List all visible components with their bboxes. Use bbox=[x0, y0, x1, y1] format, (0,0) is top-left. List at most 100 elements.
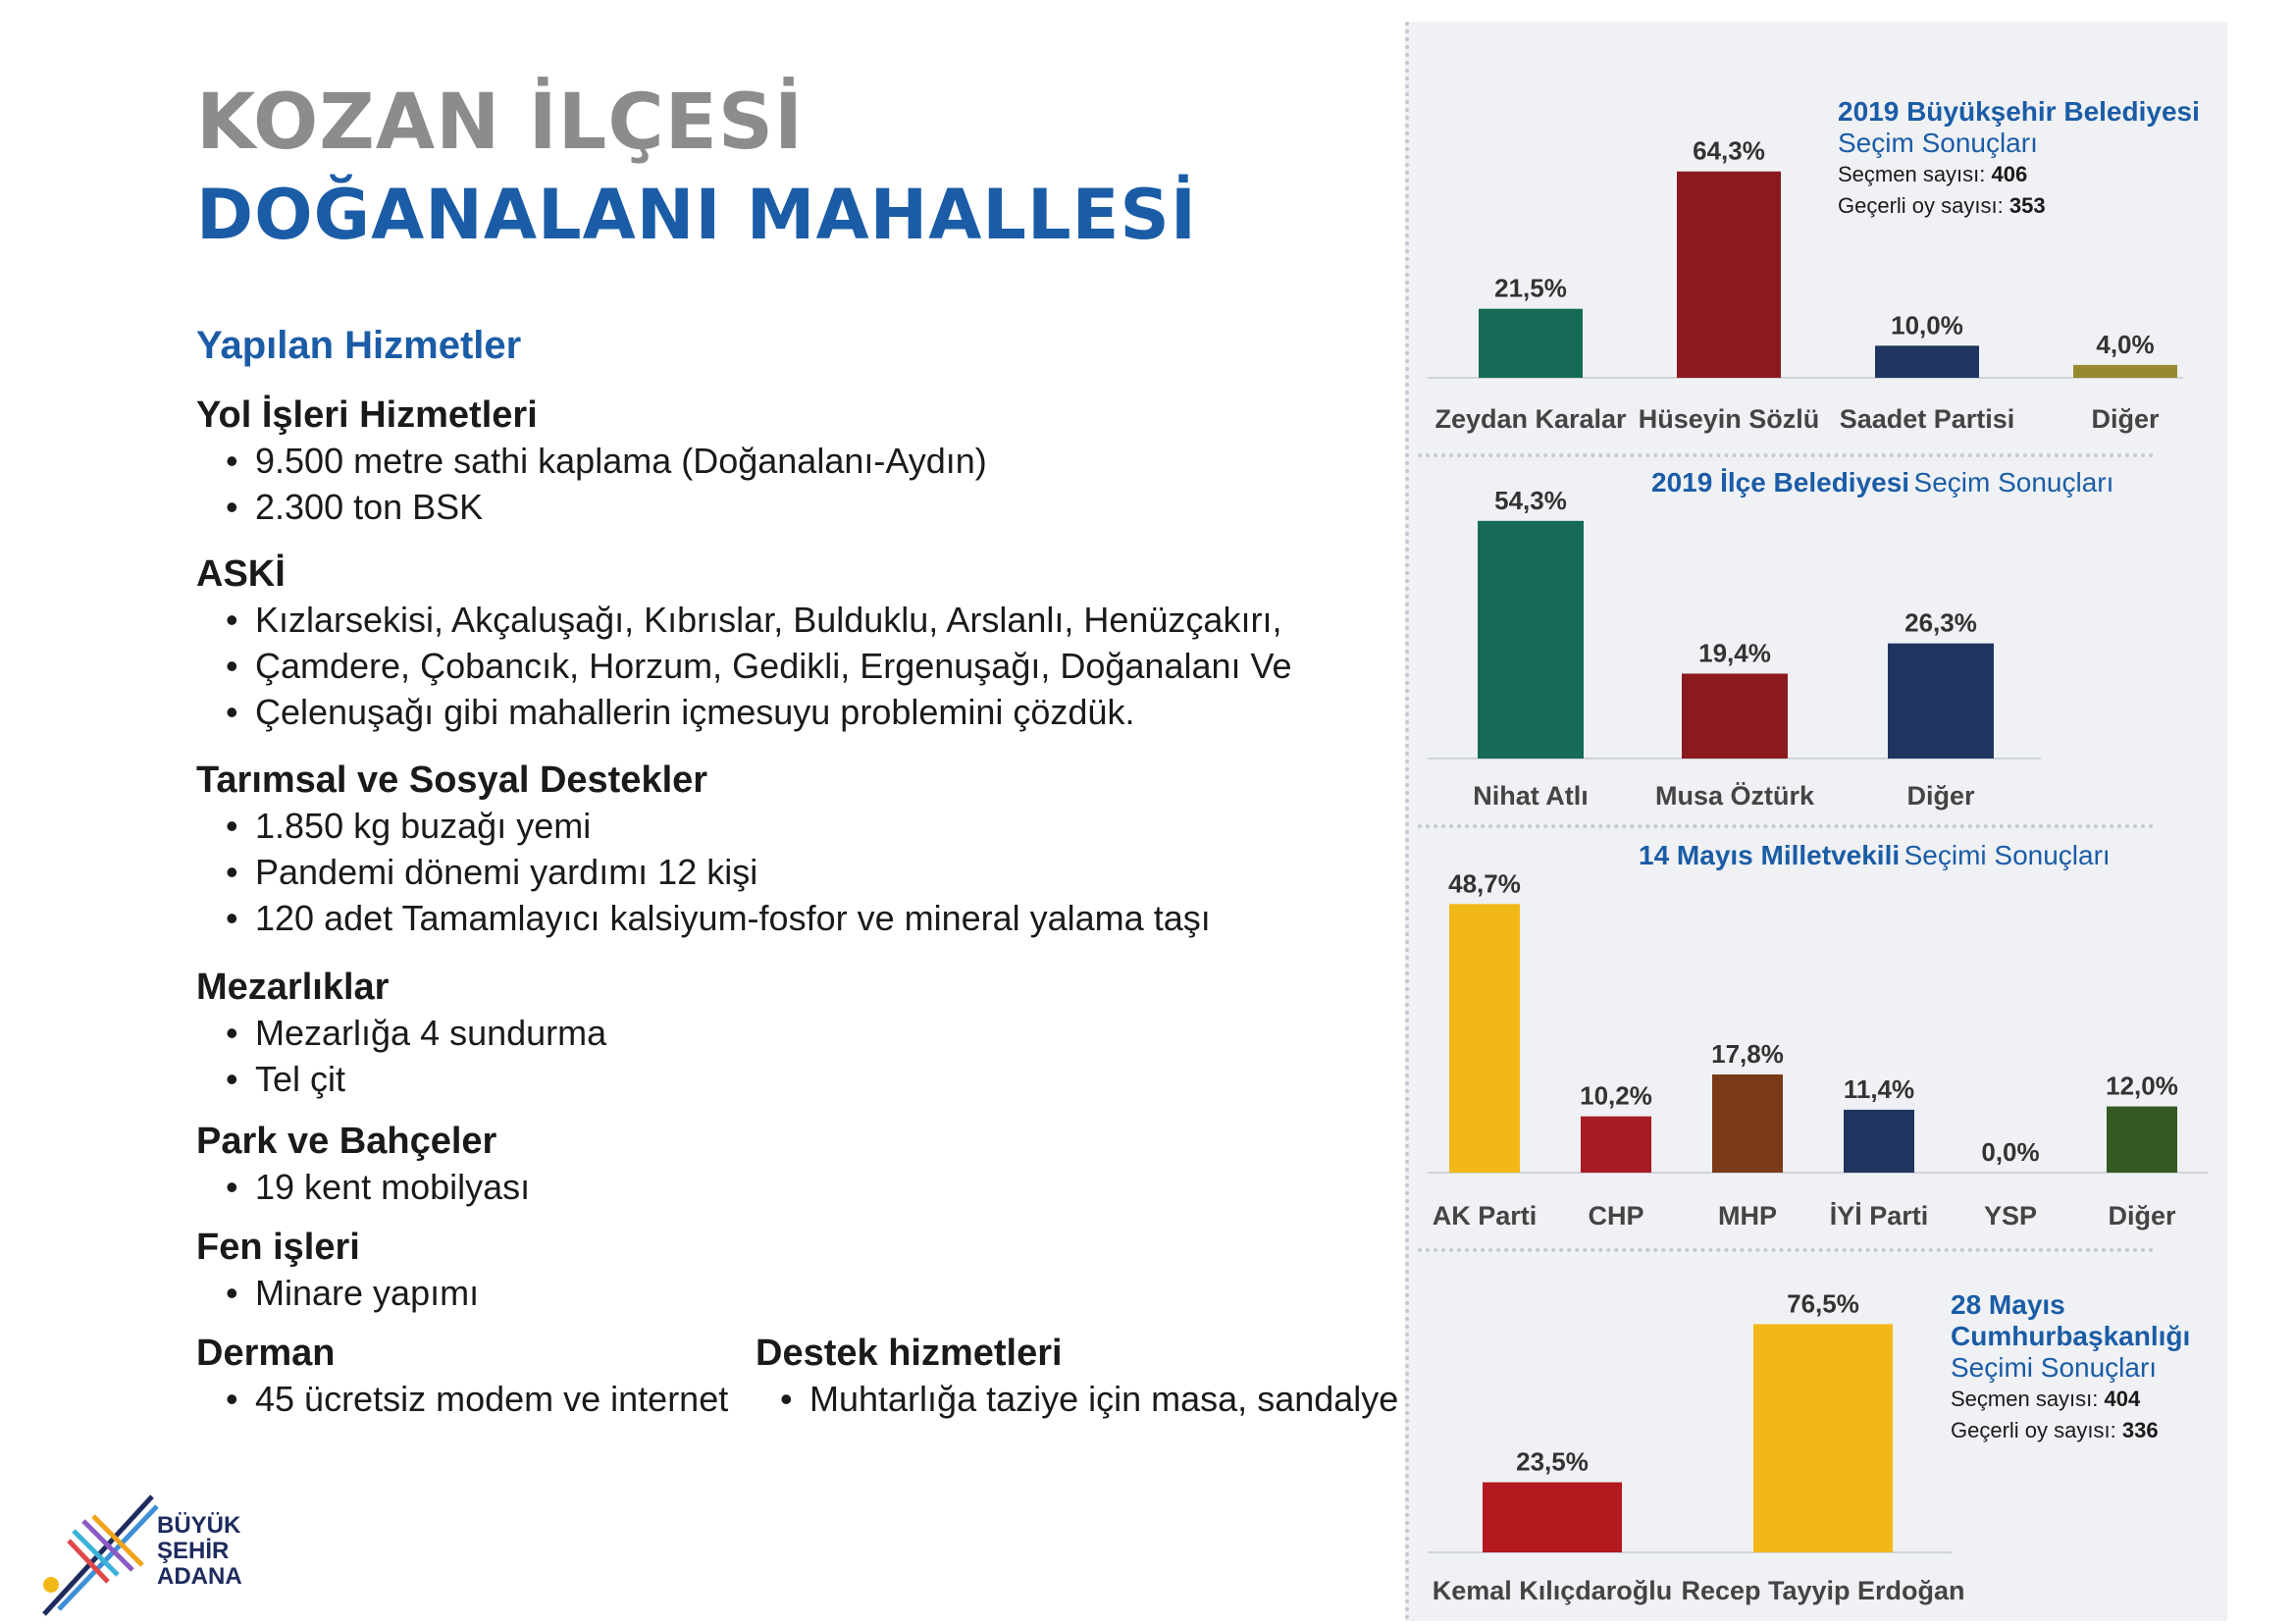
section-title: Destek hizmetleri bbox=[756, 1333, 1063, 1374]
logo-text-line2: ŞEHİR bbox=[157, 1538, 230, 1564]
list-item: 120 adet Tamamlayıcı kalsiyum-fosfor ve … bbox=[226, 895, 1211, 941]
bar bbox=[1483, 1482, 1622, 1552]
section-title: Derman bbox=[196, 1333, 336, 1374]
category-label: Zeydan Karalar bbox=[1434, 404, 1627, 434]
section-title: Mezarlıklar bbox=[196, 967, 390, 1008]
data-label: 23,5% bbox=[1516, 1447, 1589, 1477]
section-derman: Derman 45 ücretsiz modem ve internet bbox=[196, 1331, 728, 1422]
category-label: Musa Öztürk bbox=[1655, 781, 1815, 811]
chart-title: 2019 Büyükşehir Belediyesi bbox=[1838, 96, 2200, 127]
category-label: Saadet Partisi bbox=[1840, 404, 2015, 434]
chart-info-parliament: 14 Mayıs Milletvekili Seçimi Sonuçları bbox=[1639, 840, 2111, 871]
chart-divider bbox=[1418, 1248, 2154, 1252]
chart-subtitle: Seçim Sonuçları bbox=[1838, 128, 2038, 158]
data-label: 54,3% bbox=[1494, 486, 1567, 515]
chart-2019-metropolitan: 21,5% Zeydan Karalar 64,3% Hüseyin Sözlü 10,… bbox=[1428, 136, 2183, 434]
category-label: Diğer bbox=[2091, 404, 2160, 434]
data-label: 64,3% bbox=[1693, 136, 1765, 166]
section-title: Park ve Bahçeler bbox=[196, 1121, 497, 1162]
category-label: CHP bbox=[1588, 1201, 1643, 1231]
data-label: 17,8% bbox=[1711, 1039, 1784, 1069]
bar bbox=[1712, 1074, 1783, 1173]
data-label: 10,2% bbox=[1580, 1081, 1652, 1111]
district-title: KOZAN İLÇESİ bbox=[196, 79, 805, 167]
logo-mark-icon bbox=[42, 1494, 159, 1616]
logo-text-line3: ADANA bbox=[157, 1563, 242, 1590]
category-label: AK Parti bbox=[1433, 1201, 1538, 1231]
data-label: 0,0% bbox=[1981, 1137, 2039, 1167]
valid-votes-stat: Geçerli oy sayısı: 353 bbox=[1838, 193, 2046, 218]
section-title: Yol İşleri Hizmetleri bbox=[196, 394, 538, 436]
chart-divider bbox=[1418, 453, 2154, 457]
voters-stat: Seçmen sayısı: 406 bbox=[1838, 162, 2028, 186]
list-item: Tel çit bbox=[226, 1056, 606, 1102]
category-label: İYİ Parti bbox=[1830, 1201, 1929, 1231]
data-label: 19,4% bbox=[1698, 638, 1771, 667]
data-label: 11,4% bbox=[1844, 1074, 1914, 1104]
chart-title: 28 Mayıs Cumhurbaşkanlığı bbox=[1951, 1289, 2191, 1351]
section-support: Destek hizmetleri Muhtarlığa taziye için… bbox=[756, 1331, 1398, 1422]
chart-subtitle: Seçimi Sonuçları bbox=[1951, 1352, 2158, 1383]
bar bbox=[1888, 643, 1994, 759]
category-label: YSP bbox=[1984, 1201, 2037, 1231]
category-label: Hüseyin Sözlü bbox=[1639, 404, 1820, 434]
list-item: 45 ücretsiz modem ve internet bbox=[226, 1376, 728, 1422]
bar bbox=[1479, 308, 1583, 378]
bar bbox=[1875, 345, 1979, 378]
bar bbox=[1753, 1324, 1893, 1552]
chart-info-metropolitan: 2019 Büyükşehir Belediyesi Seçim Sonuçla… bbox=[1838, 96, 2200, 222]
chart-subtitle: Seçimi Sonuçları bbox=[1904, 840, 2111, 870]
data-label: 76,5% bbox=[1787, 1288, 1859, 1318]
section-title: Fen işleri bbox=[196, 1227, 360, 1268]
bar bbox=[1677, 171, 1781, 378]
list-item: Minare yapımı bbox=[226, 1270, 479, 1316]
bar bbox=[1682, 673, 1788, 759]
section-public-works: Fen işleri Minare yapımı bbox=[196, 1225, 479, 1316]
list-item-continued: Çamdere, Çobancık, Horzum, Gedikli, Erge… bbox=[226, 643, 1292, 689]
data-label: 21,5% bbox=[1494, 274, 1567, 303]
buyuksehir-adana-logo: BÜYÜK ŞEHİR ADANA bbox=[39, 1492, 255, 1619]
bar bbox=[2107, 1106, 2177, 1173]
data-label: 26,3% bbox=[1904, 608, 1977, 638]
list-item: 9.500 metre sathi kaplama (Doğanalanı-Ay… bbox=[226, 438, 987, 484]
category-label: Recep Tayyip Erdoğan bbox=[1681, 1576, 1964, 1605]
services-heading: Yapılan Hizmetler bbox=[196, 324, 522, 367]
bar bbox=[1478, 520, 1584, 759]
bar bbox=[1449, 904, 1520, 1173]
section-cemeteries: Mezarlıklar Mezarlığa 4 sundurma Tel çit bbox=[196, 965, 606, 1102]
voters-stat: Seçmen sayısı: 404 bbox=[1951, 1387, 2141, 1411]
category-label: Diğer bbox=[2108, 1201, 2176, 1231]
category-label: MHP bbox=[1718, 1201, 1777, 1231]
bar bbox=[2073, 364, 2177, 378]
chart-divider bbox=[1418, 824, 2154, 828]
section-road-works: Yol İşleri Hizmetleri 9.500 metre sathi … bbox=[196, 393, 987, 530]
category-label: Kemal Kılıçdaroğlu bbox=[1433, 1576, 1673, 1605]
bar bbox=[1844, 1109, 1914, 1173]
list-item: Pandemi dönemi yardımı 12 kişi bbox=[226, 849, 1211, 895]
list-item: 19 kent mobilyası bbox=[226, 1164, 530, 1210]
section-title: Tarımsal ve Sosyal Destekler bbox=[196, 760, 708, 801]
chart-28-may-presidential: 23,5% Kemal Kılıçdaroğlu 76,5% Recep Tayyip… bbox=[1428, 1288, 1965, 1605]
list-item-continued: Çelenuşağı gibi mahallerin içmesuyu prob… bbox=[226, 689, 1292, 735]
section-agri-social: Tarımsal ve Sosyal Destekler 1.850 kg bu… bbox=[196, 758, 1211, 941]
chart-info-district: 2019 İlçe Belediyesi Seçim Sonuçları bbox=[1651, 467, 2113, 498]
list-item: Kızlarsekisi, Akçaluşağı, Kıbrıslar, Bul… bbox=[226, 597, 1292, 643]
section-aski: ASKİ Kızlarsekisi, Akçaluşağı, Kıbrıslar… bbox=[196, 551, 1292, 735]
list-item: 2.300 ton BSK bbox=[226, 484, 987, 530]
data-label: 4,0% bbox=[2096, 330, 2154, 359]
panel-divider bbox=[1405, 22, 1409, 1621]
list-item: Mezarlığa 4 sundurma bbox=[226, 1010, 606, 1056]
data-label: 12,0% bbox=[2106, 1072, 2178, 1101]
category-label: Diğer bbox=[1906, 781, 1975, 811]
neighborhood-title: DOĞANALANI MAHALLESİ bbox=[196, 175, 1197, 255]
chart-title: 14 Mayıs Milletvekili bbox=[1639, 840, 1901, 870]
chart-info-presidential: 28 Mayıs Cumhurbaşkanlığı Seçimi Sonuçla… bbox=[1951, 1289, 2196, 1446]
bar bbox=[1581, 1116, 1651, 1173]
valid-votes-stat: Geçerli oy sayısı: 336 bbox=[1951, 1418, 2159, 1442]
list-item: Muhtarlığa taziye için masa, sandalye bbox=[780, 1376, 1398, 1422]
section-title: ASKİ bbox=[196, 553, 286, 595]
chart-14-may-parliament: 48,7% AK Parti 10,2% CHP 17,8% MHP 11,4% İYİ Pa… bbox=[1428, 868, 2208, 1231]
chart-2019-district: 54,3% Nihat Atlı 19,4% Musa Öztürk 26,3% Diğe… bbox=[1428, 486, 2041, 811]
chart-subtitle: Seçim Sonuçları bbox=[1913, 467, 2114, 498]
